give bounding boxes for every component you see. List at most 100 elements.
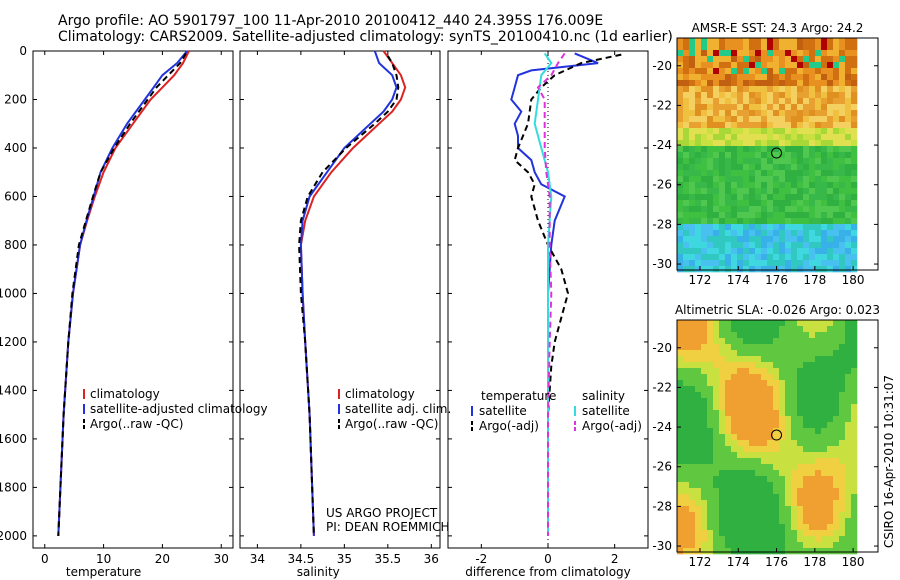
map-cell <box>827 140 834 147</box>
map-cell <box>785 158 792 165</box>
map-cell <box>683 344 690 351</box>
map-cell <box>695 374 702 381</box>
map-cell <box>803 512 810 519</box>
map-cell <box>797 548 804 555</box>
map-cell <box>773 230 780 237</box>
map-cell <box>845 218 852 225</box>
map-cell <box>803 476 810 483</box>
map-cell <box>833 512 840 519</box>
map-cell <box>815 50 822 57</box>
map-cell <box>749 104 756 111</box>
map-cell <box>791 110 798 117</box>
map-cell <box>815 518 822 525</box>
map-cell <box>767 230 774 237</box>
map-cell <box>839 146 846 153</box>
map-cell <box>731 212 738 219</box>
map-cell <box>725 122 732 129</box>
map-cell <box>731 386 738 393</box>
map-cell <box>737 434 744 441</box>
map-cell <box>851 380 858 387</box>
map-cell <box>695 404 702 411</box>
map-cell <box>851 368 858 375</box>
map-cell <box>815 56 822 63</box>
map-y-tick-label: -22 <box>652 98 672 112</box>
map-cell <box>731 326 738 333</box>
map-cell <box>821 512 828 519</box>
map-cell <box>797 368 804 375</box>
map-cell <box>713 446 720 453</box>
map-cell <box>719 380 726 387</box>
map-cell <box>743 386 750 393</box>
map-cell <box>725 548 732 555</box>
map-cell <box>797 422 804 429</box>
map-cell <box>725 440 732 447</box>
map-cell <box>785 104 792 111</box>
map-cell <box>797 200 804 207</box>
map-cell <box>803 386 810 393</box>
map-cell <box>839 200 846 207</box>
map-cell <box>821 170 828 177</box>
map-cell <box>839 44 846 51</box>
map-cell <box>707 134 714 141</box>
map-cell <box>833 530 840 537</box>
map-cell <box>695 548 702 555</box>
map-cell <box>809 86 816 93</box>
map-cell <box>701 80 708 87</box>
map-cell <box>797 248 804 255</box>
map-cell <box>767 98 774 105</box>
map-cell <box>821 470 828 477</box>
map-cell <box>725 164 732 171</box>
map-cell <box>695 494 702 501</box>
map-cell <box>851 134 858 141</box>
map-cell <box>761 86 768 93</box>
map-cell <box>737 44 744 51</box>
map-cell <box>719 152 726 159</box>
map-cell <box>851 446 858 453</box>
map-cell <box>689 392 696 399</box>
map-cell <box>677 80 684 87</box>
map-cell <box>677 92 684 99</box>
map-cell <box>731 530 738 537</box>
map-cell <box>767 500 774 507</box>
map-cell <box>683 44 690 51</box>
map-cell <box>749 230 756 237</box>
map-cell <box>773 218 780 225</box>
map-cell <box>827 404 834 411</box>
map-cell <box>797 206 804 213</box>
map-cell <box>779 518 786 525</box>
map-cell <box>695 62 702 69</box>
map-cell <box>809 44 816 51</box>
map-cell <box>833 368 840 375</box>
map-cell <box>809 482 816 489</box>
map-cell <box>725 176 732 183</box>
map-cell <box>731 152 738 159</box>
map-cell <box>761 422 768 429</box>
map-cell <box>689 476 696 483</box>
map-cell <box>797 218 804 225</box>
map-cell <box>749 488 756 495</box>
map-cell <box>755 248 762 255</box>
x-tick-label: 20 <box>155 552 170 566</box>
series-line-argo-raw-qc- <box>298 55 400 536</box>
map-cell <box>677 86 684 93</box>
map-cell <box>695 122 702 129</box>
map-cell <box>695 320 702 327</box>
map-cell <box>839 236 846 243</box>
map-cell <box>821 506 828 513</box>
map-cell <box>695 230 702 237</box>
map-cell <box>749 512 756 519</box>
map-cell <box>815 236 822 243</box>
map-cell <box>731 410 738 417</box>
map-cell <box>683 482 690 489</box>
map-cell <box>689 146 696 153</box>
map-cell <box>809 338 816 345</box>
map-cell <box>755 326 762 333</box>
map-cell <box>773 260 780 267</box>
map-cell <box>785 428 792 435</box>
map-cell <box>851 116 858 123</box>
map-cell <box>719 434 726 441</box>
map-cell <box>719 104 726 111</box>
map-cell <box>785 344 792 351</box>
map-cell <box>701 344 708 351</box>
map-cell <box>731 494 738 501</box>
